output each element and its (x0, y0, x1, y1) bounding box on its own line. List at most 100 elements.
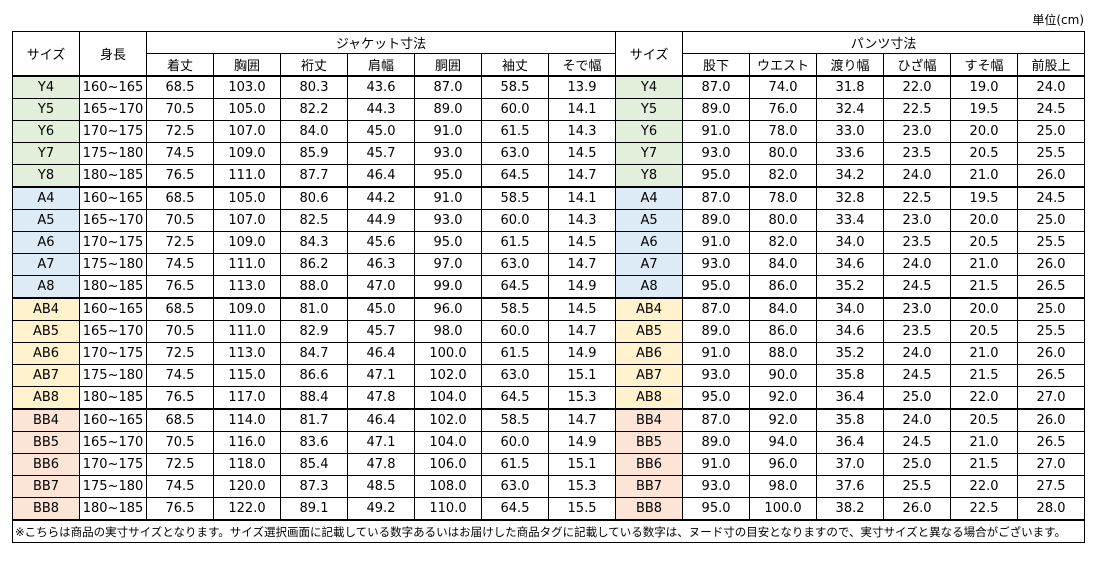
value-cell: 68.5 (146, 297, 214, 321)
header-cell: サイズ (12, 31, 80, 77)
value-cell: 26.5 (1017, 364, 1086, 387)
value-cell: 93.0 (682, 475, 751, 498)
value-cell: 82.0 (749, 231, 818, 254)
value-cell: 81.0 (280, 297, 348, 321)
value-cell: 22.5 (883, 186, 952, 210)
value-cell: 20.0 (950, 297, 1019, 321)
value-cell: 14.1 (547, 186, 617, 210)
height-cell: 160~165 (79, 297, 147, 321)
value-cell: 61.5 (481, 120, 549, 143)
size-cell: BB6 (615, 453, 684, 476)
value-cell: 22.5 (950, 497, 1019, 521)
value-cell: 74.5 (146, 475, 214, 498)
value-cell: 89.1 (280, 497, 348, 521)
value-cell: 47.0 (347, 275, 415, 299)
value-cell: 82.5 (280, 209, 348, 232)
value-cell: 21.0 (950, 342, 1019, 365)
row: A4 160~165 68.5 105.0 80.6 44.2 91.0 58.5 14.1 A4… (12, 186, 1086, 210)
value-cell: 20.5 (950, 320, 1019, 343)
value-cell: 88.4 (280, 386, 348, 410)
value-cell: 111.0 (213, 164, 281, 188)
value-cell: 91.0 (682, 231, 751, 254)
header-cell: そで幅 (547, 53, 617, 77)
value-cell: 19.5 (950, 98, 1019, 121)
size-cell: Y6 (12, 120, 80, 143)
height-cell: 180~185 (79, 497, 147, 521)
value-cell: 14.9 (547, 342, 617, 365)
value-cell: 34.6 (816, 253, 885, 276)
value-cell: 103.0 (213, 75, 281, 99)
value-cell: 23.5 (883, 320, 952, 343)
size-cell: BB8 (615, 497, 684, 521)
row: AB4 160~165 68.5 109.0 81.0 45.0 96.0 58.5 14.5 A… (12, 297, 1086, 321)
value-cell: 99.0 (414, 275, 482, 299)
value-cell: 91.0 (414, 186, 482, 210)
row: Y6 170~175 72.5 107.0 84.0 45.0 91.0 61.5 14.3 Y6… (12, 120, 1086, 143)
value-cell: 60.0 (481, 98, 549, 121)
size-cell: AB7 (615, 364, 684, 387)
value-cell: 14.7 (547, 408, 617, 432)
row: A7 175~180 74.5 111.0 86.2 46.3 97.0 63.0 14.7 A7… (12, 253, 1086, 276)
height-cell: 160~165 (79, 408, 147, 432)
value-cell: 107.0 (213, 209, 281, 232)
value-cell: 22.0 (950, 475, 1019, 498)
value-cell: 78.0 (749, 186, 818, 210)
value-cell: 95.0 (682, 275, 751, 299)
value-cell: 78.0 (749, 120, 818, 143)
value-cell: 122.0 (213, 497, 281, 521)
value-cell: 118.0 (213, 453, 281, 476)
value-cell: 111.0 (213, 253, 281, 276)
value-cell: 15.3 (547, 386, 617, 410)
value-cell: 117.0 (213, 386, 281, 410)
value-cell: 84.7 (280, 342, 348, 365)
size-cell: Y7 (12, 142, 80, 165)
size-cell: AB5 (615, 320, 684, 343)
value-cell: 25.0 (1017, 209, 1086, 232)
header-cell: 肩幅 (347, 53, 415, 77)
value-cell: 22.5 (883, 98, 952, 121)
value-cell: 25.5 (1017, 231, 1086, 254)
value-cell: 32.4 (816, 98, 885, 121)
value-cell: 86.2 (280, 253, 348, 276)
size-cell: Y5 (615, 98, 684, 121)
value-cell: 76.5 (146, 497, 214, 521)
value-cell: 48.5 (347, 475, 415, 498)
value-cell: 80.0 (749, 209, 818, 232)
header-cell: 着丈 (146, 53, 214, 77)
value-cell: 82.2 (280, 98, 348, 121)
value-cell: 87.3 (280, 475, 348, 498)
value-cell: 34.2 (816, 164, 885, 188)
value-cell: 20.0 (950, 209, 1019, 232)
value-cell: 26.0 (1017, 342, 1086, 365)
value-cell: 63.0 (481, 142, 549, 165)
value-cell: 87.0 (414, 75, 482, 99)
value-cell: 84.0 (280, 120, 348, 143)
value-cell: 91.0 (682, 453, 751, 476)
size-cell: A6 (615, 231, 684, 254)
size-cell: BB5 (615, 431, 684, 454)
value-cell: 95.0 (414, 231, 482, 254)
value-cell: 61.5 (481, 231, 549, 254)
row: サイズ 身長 ジャケット寸法 サイズ パンツ寸法 (12, 31, 1086, 77)
value-cell: 87.0 (682, 297, 751, 321)
value-cell: 109.0 (213, 297, 281, 321)
value-cell: 60.0 (481, 209, 549, 232)
value-cell: 24.5 (883, 275, 952, 299)
value-cell: 83.6 (280, 431, 348, 454)
size-cell: A8 (12, 275, 80, 299)
height-cell: 160~165 (79, 75, 147, 99)
value-cell: 37.6 (816, 475, 885, 498)
header-cell: ひざ幅 (883, 53, 952, 77)
value-cell: 24.0 (883, 253, 952, 276)
row: BB5 165~170 70.5 116.0 83.6 47.1 104.0 60.0 14.9… (12, 431, 1086, 454)
value-cell: 14.3 (547, 120, 617, 143)
value-cell: 95.0 (682, 164, 751, 188)
value-cell: 70.5 (146, 320, 214, 343)
value-cell: 84.3 (280, 231, 348, 254)
value-cell: 72.5 (146, 120, 214, 143)
height-cell: 165~170 (79, 209, 147, 232)
value-cell: 49.2 (347, 497, 415, 521)
value-cell: 24.0 (1017, 75, 1086, 99)
value-cell: 91.0 (682, 342, 751, 365)
value-cell: 19.5 (950, 186, 1019, 210)
